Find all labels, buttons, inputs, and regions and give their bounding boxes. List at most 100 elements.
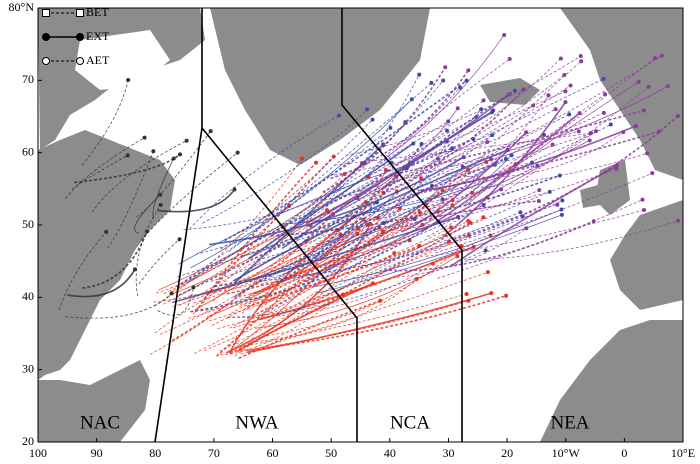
region-label: NCA [390,412,430,433]
track [256,163,516,311]
track-point [594,129,599,134]
track [465,57,656,204]
track [310,110,494,226]
track [371,58,562,184]
track [189,115,340,230]
track-point [531,103,536,108]
europe [610,200,683,310]
track [225,223,372,354]
track-point [450,203,455,208]
track-point [151,149,156,154]
track [204,212,421,352]
track-point [411,141,416,146]
track [229,231,384,329]
track [383,58,510,158]
track-point [653,56,658,61]
track-point [479,107,484,112]
track-point [191,285,196,290]
track [365,91,566,178]
track [178,163,410,265]
track-point [481,98,486,103]
track [220,294,344,355]
track-point [640,197,645,202]
track [269,218,415,286]
track [396,227,527,278]
track-point [481,215,486,220]
track [241,158,507,258]
track-point [633,123,638,128]
track [442,101,567,238]
track [81,79,129,166]
track-point [440,197,445,202]
track-point [676,113,680,118]
track [400,168,617,221]
track [232,149,508,282]
y-tick-label: 60 [22,144,34,158]
track-point [158,202,163,207]
track-point [169,291,174,296]
track [373,204,558,269]
track [238,300,381,359]
track-point [144,229,149,234]
track [277,204,484,282]
track [136,130,211,218]
x-tick-label: 20 [501,446,513,460]
track-point [378,298,383,303]
track [450,112,604,168]
track-point [126,78,131,83]
y-tick-label: 30 [22,361,34,375]
track [58,231,107,311]
track [377,74,565,190]
track-point [642,207,647,212]
track [324,188,502,269]
track-point [587,138,592,143]
x-tick-label: 100 [29,446,47,460]
track [321,191,550,295]
x-tick-label: 60 [267,446,279,460]
track-point [524,226,529,231]
track-point [485,139,490,144]
x-tick-label: 70 [208,446,220,460]
track [134,194,161,234]
track [359,95,549,245]
track [453,115,679,240]
track-point [537,188,542,193]
track-point [466,298,471,303]
track-point [591,219,596,224]
iceland [480,78,540,105]
track [214,222,385,288]
track-point [429,80,434,85]
y-tick-label: 20 [22,434,34,448]
legend-marker [42,9,50,17]
track [262,147,453,316]
x-tick-label: 50 [325,446,337,460]
track [420,132,591,187]
track-point [563,89,568,94]
track-point [485,270,490,275]
track [437,199,643,279]
track [67,268,136,298]
track [259,169,469,307]
track [72,155,128,190]
track [179,211,329,306]
region-label: NEA [550,412,589,433]
x-tick-label: 90 [91,446,103,460]
track-point [506,92,511,97]
track-point [430,261,435,266]
track-point [132,267,137,272]
y-tick-label: 80°N [9,0,35,14]
track-point [603,92,608,97]
legend-marker [76,9,84,17]
track [425,209,645,257]
track-point [370,117,375,122]
track-point [455,254,460,259]
x-tick-label: 10°E [671,446,695,460]
track [304,108,459,228]
track [414,130,660,195]
gulf-coast [38,360,150,442]
track [149,225,311,355]
track [288,211,521,315]
track [407,189,540,230]
track-point [417,72,422,77]
track [255,255,458,329]
